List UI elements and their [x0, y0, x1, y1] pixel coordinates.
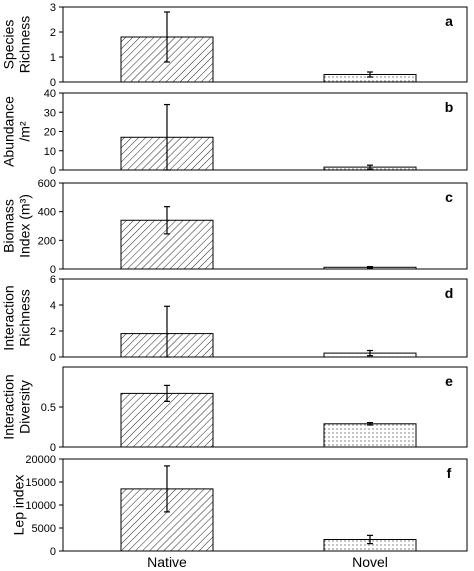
y-tick-label: 10 — [44, 146, 56, 158]
y-axis-label: /m² — [17, 121, 33, 142]
y-tick-label: 0.5 — [41, 402, 56, 414]
panel-letter: c — [445, 189, 453, 205]
y-tick-label: 3 — [50, 2, 56, 14]
y-axis-label: Interaction — [1, 374, 17, 439]
plot-frame — [62, 6, 468, 83]
y-axis-label: Interaction — [1, 285, 17, 350]
y-tick-label: 200 — [38, 235, 56, 247]
panel-letter: f — [447, 465, 452, 481]
y-tick-label: 15000 — [25, 477, 56, 489]
y-axis-label: Abundance — [1, 96, 17, 167]
y-tick-label: 0 — [50, 165, 56, 177]
panel-letter: e — [445, 373, 453, 389]
y-tick-label: 30 — [44, 107, 56, 119]
y-tick-label: 400 — [38, 207, 56, 219]
panel-letter: d — [445, 285, 454, 301]
y-axis-label: Diversity — [17, 380, 33, 434]
panel-letter: b — [445, 99, 454, 115]
panel-c: 0 200 400 600 Biomass Index (m³) c — [1, 178, 468, 276]
y-tick-label: 600 — [38, 178, 56, 190]
y-tick-label: 0 — [50, 264, 56, 276]
y-tick-label: 0 — [50, 546, 56, 558]
y-tick-label: 2 — [50, 27, 56, 39]
y-axis-label: Index (m³) — [17, 194, 33, 258]
panel-letter: a — [445, 13, 453, 29]
panel-a: 0 1 2 3 Species Richness a — [1, 2, 468, 89]
y-axis-label: Richness — [17, 16, 33, 74]
y-tick-label: 1 — [50, 52, 56, 64]
y-axis-label: Species — [1, 20, 17, 70]
y-tick-label: 6 — [50, 274, 56, 286]
panel-f: 0 5000 10000 15000 20000 Lep index f — [11, 454, 468, 558]
y-tick-label: 40 — [44, 88, 56, 100]
y-tick-label: 20 — [44, 127, 56, 139]
y-axis-label: Richness — [17, 289, 33, 347]
y-tick-label: 2 — [50, 326, 56, 338]
panel-e: 0 0.5 Interaction Diversity e — [1, 366, 468, 454]
plot-frame — [62, 182, 468, 270]
y-tick-label: 4 — [50, 300, 56, 312]
panel-d: 0 2 4 6 Interaction Richness d — [1, 274, 468, 364]
y-tick-label: 10000 — [25, 500, 56, 512]
y-tick-label: 20000 — [25, 454, 56, 466]
y-axis-label: Lep index — [11, 475, 27, 536]
y-tick-label: 0 — [50, 442, 56, 454]
y-axis-label: Biomass — [1, 199, 17, 253]
plot-frame — [62, 278, 468, 358]
x-category-label-novel: Novel — [352, 554, 388, 570]
y-tick-label: 0 — [50, 352, 56, 364]
x-category-label-native: Native — [147, 554, 187, 570]
panel-b: 0 10 20 30 40 Abundance/m² b — [1, 88, 468, 177]
bar-novel — [323, 423, 417, 448]
y-tick-label: 5000 — [32, 523, 56, 535]
y-tick-label: 0 — [50, 77, 56, 89]
